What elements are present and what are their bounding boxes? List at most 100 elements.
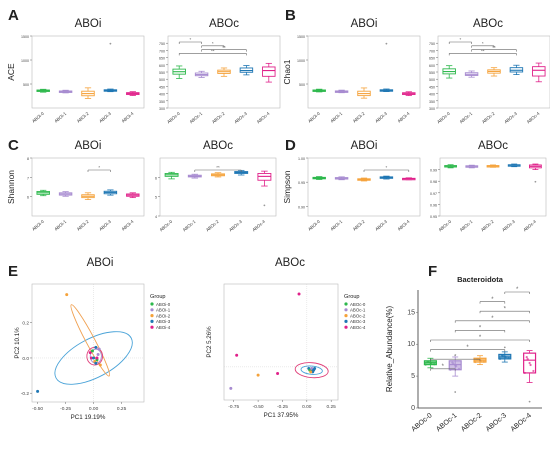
x-tick-label: ABOi-0 xyxy=(31,111,45,124)
y-tick-label: 350 xyxy=(159,100,165,104)
sample-point xyxy=(313,367,317,371)
y-tick-label: 5 xyxy=(411,373,415,380)
y-tick-label: 650 xyxy=(159,57,165,61)
x-tick-label: ABOc-3 xyxy=(485,412,508,433)
sig-label: * xyxy=(516,287,519,293)
jitter-point xyxy=(474,360,477,364)
y-tick-label: -0.2 xyxy=(21,391,30,397)
y-tick-label: 500 xyxy=(429,78,435,82)
sig-label: * xyxy=(190,37,192,42)
sig-label: ** xyxy=(216,165,220,170)
legend-marker xyxy=(344,302,348,306)
y-axis-label: Simpson xyxy=(282,170,292,203)
sample-point xyxy=(96,352,100,356)
legend-marker xyxy=(150,302,154,306)
y-tick-label: 8 xyxy=(27,157,29,161)
chart-title: ABOi xyxy=(351,18,378,30)
jitter-point xyxy=(482,360,485,363)
jitter-point xyxy=(454,364,457,367)
x-tick-label: ABOc-1 xyxy=(189,111,204,125)
sample-point xyxy=(92,356,96,360)
sig-label: ** xyxy=(222,45,226,50)
x-tick-label: ABOc-1 xyxy=(435,412,458,433)
legend-marker xyxy=(150,325,154,329)
chart-title: ABOi xyxy=(75,18,102,30)
jitter-point xyxy=(498,357,502,360)
chart-title: ABOc xyxy=(209,18,239,30)
y-tick-label: 350 xyxy=(429,100,435,104)
sig-label: * xyxy=(454,354,457,360)
box-chart-b-aboi: ABOi Chao1 500 1000 1500 ABOi-0 ABOi-1 ABOi-2 AB… xyxy=(282,18,421,124)
legend-entry: ABOc-4 xyxy=(350,325,366,330)
x-tick-label: ABOi-0 xyxy=(31,219,45,232)
sample-point xyxy=(95,356,99,360)
x-tick-label: ABOi-1 xyxy=(329,111,343,124)
legend-marker xyxy=(150,319,154,323)
jitter-point xyxy=(449,368,452,371)
y-tick-label: 0.95 xyxy=(430,215,437,219)
y-tick-label: 400 xyxy=(159,93,165,97)
y-tick-label: 300 xyxy=(429,107,435,111)
x-tick-label: ABOc-3 xyxy=(501,219,516,233)
y-tick-label: 650 xyxy=(429,57,435,61)
panel-letter-f: F xyxy=(428,263,437,280)
box-body xyxy=(532,66,546,77)
x-tick-label: ABOi-4 xyxy=(121,219,135,232)
sample-point xyxy=(97,347,101,351)
y-tick-label: 7 xyxy=(27,176,29,180)
group-ellipse xyxy=(70,304,111,377)
y-tick-label: 10 xyxy=(407,341,415,348)
sample-point xyxy=(90,349,94,353)
legend-marker xyxy=(344,314,348,318)
chart-title: ABOi xyxy=(75,140,102,152)
y-tick-label: 600 xyxy=(159,64,165,68)
x-tick-label: ABOc-3 xyxy=(503,111,518,125)
x-tick-label: ABOc-1 xyxy=(459,111,474,125)
y-tick-label: 0.96 xyxy=(430,203,437,207)
x-tick-label: ABOc-1 xyxy=(459,219,474,233)
x-tick-label: ABOc-0 xyxy=(166,111,181,125)
jitter-point xyxy=(526,357,529,361)
x-tick-label: ABOi-3 xyxy=(98,111,112,124)
plot-frame xyxy=(31,283,145,403)
y-tick-label: 700 xyxy=(429,49,435,53)
box-chart-b-aboc: ABOc 300 350 400 450 500 550 600 650 700 750 ABOc-0… xyxy=(429,18,550,124)
x-tick-label: 0.25 xyxy=(117,406,127,412)
legend-entry: ABOi-4 xyxy=(156,325,171,330)
sample-point xyxy=(310,367,314,371)
chart-title: ABOc xyxy=(473,18,503,30)
x-tick-label: ABOi-2 xyxy=(76,111,90,124)
y-axis-label: Shannon xyxy=(6,170,16,204)
x-tick-label: ABOi-1 xyxy=(53,219,67,232)
sig-label: * xyxy=(98,165,100,170)
x-tick-label: ABOi-2 xyxy=(76,219,90,232)
group-ellipse xyxy=(54,331,133,385)
jitter-point xyxy=(523,371,526,375)
jitter-point xyxy=(532,369,535,373)
legend-marker xyxy=(344,308,348,312)
sample-point xyxy=(65,293,69,297)
box-chart-c-aboc: ABOc 4 5 6 ABOc-0 ABOc-1 ABOc-2 ABOc-3 ABOc-4 ** xyxy=(155,140,277,232)
x-tick-label: 0.00 xyxy=(302,404,312,410)
legend-entry: ABOi-3 xyxy=(156,319,171,324)
y-axis-label: ACE xyxy=(6,63,16,81)
x-tick-label: -0.75 xyxy=(228,404,239,410)
sample-point xyxy=(98,363,102,367)
group-ellipse xyxy=(300,365,323,375)
x-axis-label: PC1 37.95% xyxy=(264,412,299,419)
panel-letter-a: A xyxy=(8,7,19,24)
y-axis-label: Chao1 xyxy=(282,59,292,84)
y-tick-label: 0.97 xyxy=(430,192,437,196)
legend-marker xyxy=(150,308,154,312)
chart-title: ABOc xyxy=(275,257,305,269)
x-tick-label: ABOc-4 xyxy=(256,111,271,125)
y-tick-label: 450 xyxy=(159,85,165,89)
jitter-point xyxy=(457,367,461,370)
chart-title: ABOc xyxy=(203,140,233,152)
legend-entry: ABOc-0 xyxy=(350,302,366,307)
outlier-point xyxy=(534,180,537,183)
box-body xyxy=(262,66,276,77)
legend-entry: ABOi-2 xyxy=(156,313,171,318)
outlier-point xyxy=(503,346,506,349)
chart-title: ABOi xyxy=(87,257,114,269)
